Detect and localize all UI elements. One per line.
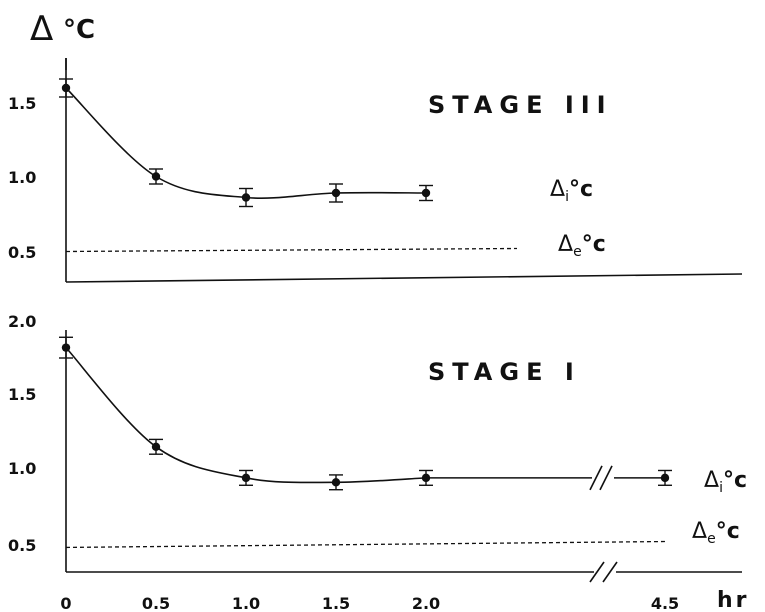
y-tick-label: 0.5: [8, 243, 36, 262]
baseline-stage-iii: [65, 273, 743, 283]
data-point-delta-i: [241, 473, 251, 483]
series-label-delta-i: Δi°c: [704, 468, 747, 496]
data-point-delta-i: [151, 172, 161, 181]
data-point-delta-i: [241, 193, 251, 202]
panel-stage-iii: 1.5 1.0 0.5 STAGE III Δi°c Δe°c: [8, 58, 743, 283]
x-axis-unit-label: hr: [717, 588, 750, 612]
x-tick-label: 0.5: [142, 594, 170, 612]
series-curve-delta-i: [65, 347, 427, 484]
series-label-delta-e: Δe°c: [558, 232, 606, 260]
data-point-delta-i: [151, 442, 161, 451]
series-label-delta-i: Δi°c: [550, 177, 593, 205]
x-tick-label: 1.0: [232, 594, 260, 612]
data-point-delta-i: [660, 473, 670, 483]
y-tick-label: 2.0: [8, 312, 36, 331]
y-axis-title-unit: °C: [63, 15, 95, 45]
series-curve-delta-i: [65, 87, 427, 199]
x-tick-label: 4.5: [651, 594, 679, 612]
y-tick-label: 0.5: [8, 536, 36, 555]
x-axis-break-mark: [602, 561, 618, 583]
stage-title: STAGE III: [428, 91, 613, 119]
y-tick-label: 1.0: [8, 168, 36, 187]
x-tick-label: 1.5: [322, 594, 350, 612]
data-point-delta-i: [61, 83, 71, 93]
data-point-delta-i: [331, 188, 341, 198]
y-tick-label: 1.5: [8, 385, 36, 404]
series-break-mark: [589, 465, 603, 491]
series-label-delta-e: Δe°c: [692, 519, 740, 547]
y-axis-title-delta: Δ: [30, 9, 53, 49]
data-marks: 0 0.5 1.0 1.5 2.0 4.5: [59, 78, 679, 612]
stage-title: STAGE I: [428, 358, 581, 386]
data-point-delta-i: [421, 473, 431, 483]
series-break-mark: [599, 465, 613, 491]
x-axis-break-mark: [589, 561, 605, 583]
data-point-delta-i: [421, 188, 431, 198]
data-point-delta-i: [61, 343, 71, 352]
x-tick-label: 0: [60, 594, 71, 612]
panel-stage-i: 2.0 1.5 1.0 0.5 STAGE I Δi°c Δe°c hr: [8, 312, 750, 612]
x-tick-label: 2.0: [412, 594, 440, 612]
data-point-delta-i: [331, 478, 341, 487]
series-line-delta-e: [65, 247, 518, 253]
series-line-delta-e: [65, 540, 666, 549]
y-tick-label: 1.5: [8, 94, 36, 113]
y-tick-label: 1.0: [8, 459, 36, 478]
